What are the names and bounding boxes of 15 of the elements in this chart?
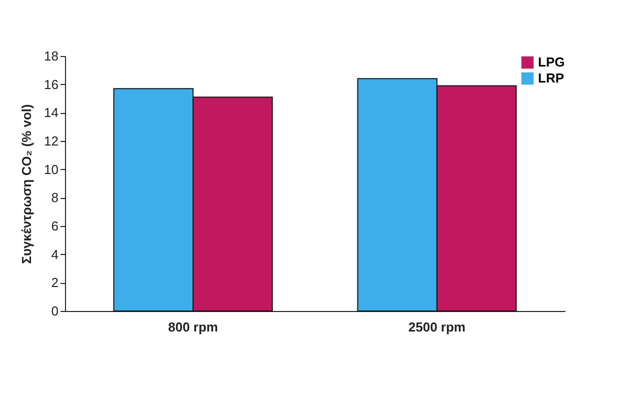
x-tick-label: 800 rpm [168,320,218,334]
y-axis-title: Συγκέντρωση CO₂ (% vol) [19,104,34,264]
x-tick-label: 2500 rpm [408,320,466,334]
y-tick-label: 6 [51,218,58,234]
y-tick-label: 10 [44,162,58,177]
legend-label: LPG [538,54,565,70]
y-tick-label: 8 [51,190,58,206]
y-tick-label: 12 [44,134,58,148]
y-tick-label: 0 [51,304,58,318]
y-tick-label: 2 [51,275,58,290]
y-tick-label: 4 [51,246,58,262]
y-tick-label: 14 [44,105,58,120]
legend-label: LRP [538,70,564,86]
y-tick-label: 18 [44,48,58,64]
y-tick-label: 16 [44,76,58,92]
